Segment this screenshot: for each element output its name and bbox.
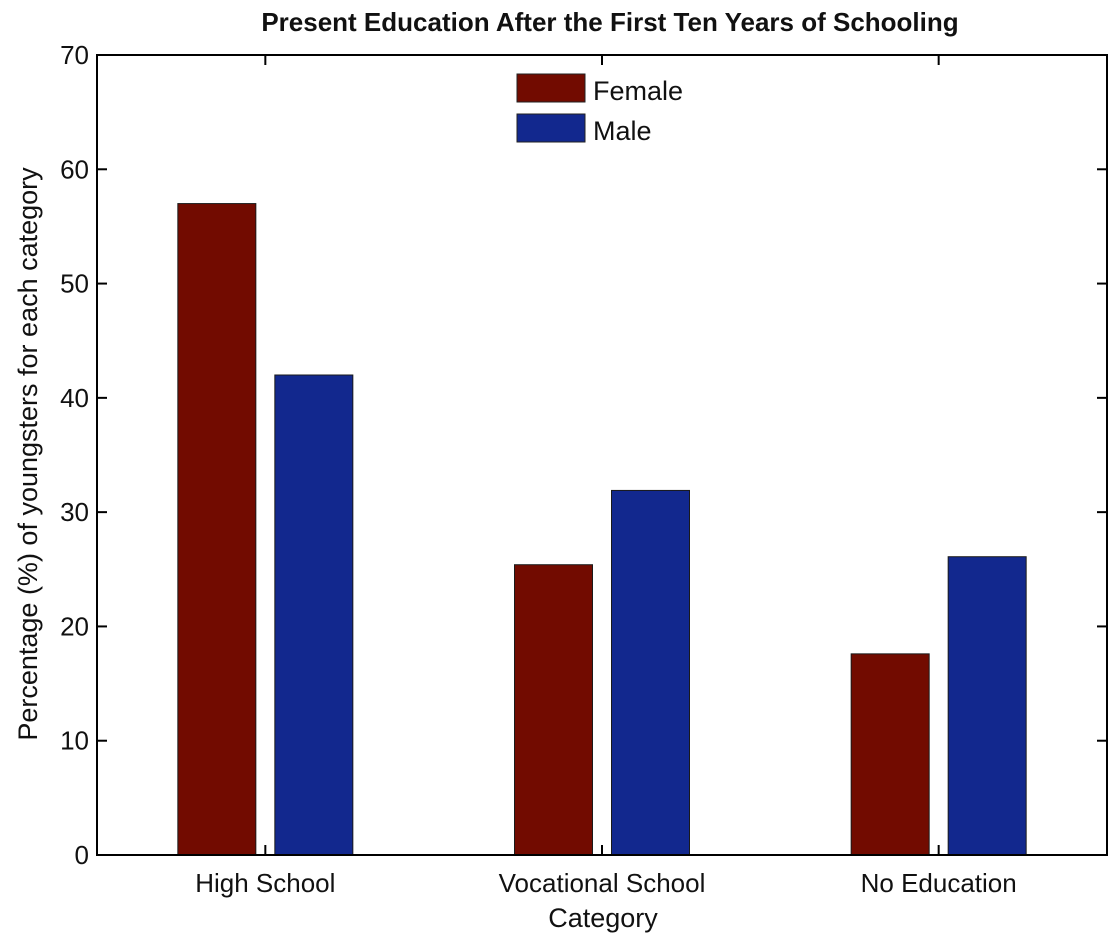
legend-label-male: Male [593,116,652,146]
bar-female-1 [514,564,593,856]
bar-female-2 [850,653,930,856]
y-tick-label: 0 [75,840,89,870]
y-tick-label: 20 [60,611,89,641]
y-tick-label: 30 [60,497,89,527]
legend-swatch-male [516,113,586,143]
chart-title: Present Education After the First Ten Ye… [261,7,958,37]
bar-male-2 [947,556,1027,856]
x-tick-label: High School [195,868,335,898]
y-axis-label: Percentage (%) of youngsters for each ca… [13,167,43,741]
legend-label-female: Female [593,76,683,106]
bar-male-0 [274,374,354,856]
y-axis-ticks: 0 10 20 30 40 50 60 70 [60,40,1107,870]
y-tick-label: 50 [60,269,89,299]
x-tick-label: Vocational School [499,868,706,898]
x-axis-label: Category [548,903,658,933]
y-tick-label: 40 [60,383,89,413]
legend: Female Male [516,73,683,146]
x-axis-ticks: High School Vocational School No Education [195,55,1017,898]
legend-swatch-female [516,73,586,103]
plot-frame [96,54,1108,856]
bar-male-1 [611,489,690,856]
x-tick-label: No Education [861,868,1017,898]
y-tick-label: 10 [60,726,89,756]
bars [177,203,1027,856]
y-tick-label: 70 [60,40,89,70]
y-tick-label: 60 [60,154,89,184]
bar-female-0 [177,203,257,856]
